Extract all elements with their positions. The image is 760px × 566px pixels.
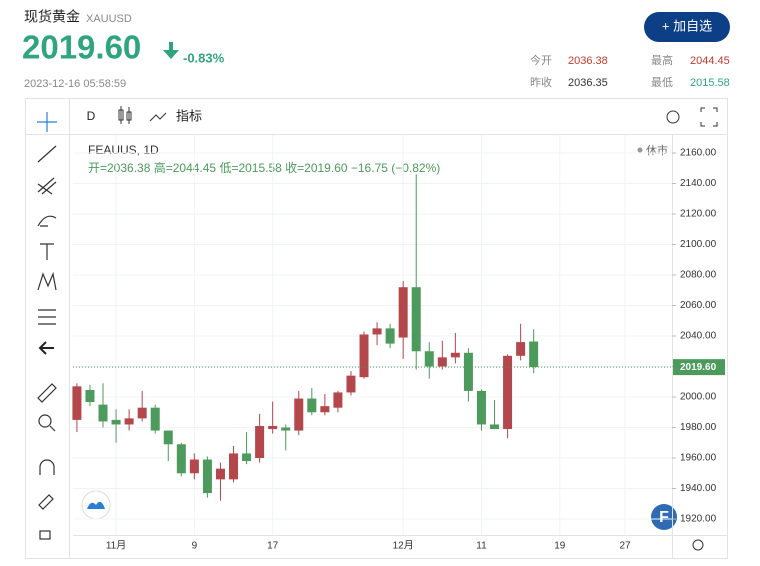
last-price-tag	[673, 359, 725, 376]
add-watchlist-label[interactable]: + 加自选	[662, 18, 712, 33]
price: 2019.60	[22, 29, 141, 66]
candle-body	[137, 407, 147, 419]
axis-settings[interactable]	[692, 539, 704, 551]
candle-body	[85, 389, 95, 403]
instrument-symbol: XAUUSD	[86, 13, 132, 25]
logo	[87, 501, 105, 509]
candle-body	[268, 425, 278, 430]
candle-body	[490, 424, 500, 430]
candle-body	[255, 425, 265, 459]
candle-body	[98, 404, 108, 422]
candle-body	[372, 328, 382, 335]
market-status: 休市	[646, 143, 668, 157]
drawing-tools[interactable]	[37, 112, 57, 540]
stat-value: 2036.38	[568, 55, 608, 67]
candle-body	[385, 328, 395, 344]
y-tick-label: 2000.00	[680, 392, 717, 403]
status-dot	[637, 147, 643, 153]
y-tick-label: 2040.00	[680, 331, 717, 342]
candle-body	[437, 357, 447, 367]
candle-body	[463, 352, 473, 391]
stat-value: 2044.45	[690, 55, 730, 67]
y-tick-label: 1960.00	[680, 453, 717, 464]
candle-body	[307, 398, 317, 413]
indicator-icon[interactable]	[149, 112, 167, 122]
candle-body	[359, 334, 369, 378]
candle-body	[476, 390, 486, 425]
candle-body	[242, 453, 252, 462]
last-price-label: 2019.60	[680, 362, 717, 373]
candle-body	[398, 287, 408, 338]
candle-body	[229, 453, 239, 480]
candle-body	[150, 407, 160, 431]
candle-body	[424, 351, 434, 367]
candle-body	[176, 444, 186, 474]
candle-body	[124, 418, 134, 425]
candle-body	[163, 430, 173, 445]
down-arrow	[163, 42, 179, 59]
y-tick-label: 2140.00	[680, 178, 717, 189]
y-tick-label: 2080.00	[680, 270, 717, 281]
y-tick-label: 2060.00	[680, 300, 717, 311]
candle-body	[320, 406, 330, 413]
candle-body	[516, 342, 526, 356]
x-tick-label: 12月	[393, 540, 414, 552]
stat-value: 2015.58	[690, 77, 730, 89]
x-tick-label: 17	[267, 541, 279, 552]
candle-body	[529, 341, 539, 368]
x-tick-label: 27	[619, 541, 631, 552]
plot: 1920.001940.001960.001980.002000.002020.…	[72, 135, 725, 552]
instrument-name: 现货黄金	[24, 9, 80, 25]
settings-icon[interactable]	[666, 110, 680, 124]
candle-body	[411, 287, 421, 352]
y-tick-label: 1920.00	[680, 514, 717, 525]
y-tick-label: 1940.00	[680, 483, 717, 494]
candle-icon[interactable]	[118, 106, 132, 124]
x-tick-label: 11月	[106, 540, 126, 552]
stat-label: 今开	[530, 53, 552, 67]
candle-body	[111, 419, 121, 425]
fullscreen-icon[interactable]	[700, 107, 718, 127]
stat-label: 昨收	[530, 75, 552, 89]
candle-body	[215, 468, 225, 480]
candle-body	[333, 392, 343, 408]
stat-label: 最高	[651, 53, 673, 67]
indicators[interactable]: 指标	[176, 108, 202, 123]
x-tick-label: 9	[192, 541, 198, 552]
x-tick-label: 19	[554, 541, 566, 552]
candle-body	[346, 375, 356, 393]
y-tick-label: 2160.00	[680, 148, 717, 159]
chart-frame	[25, 98, 728, 559]
stat-label: 最低	[651, 76, 673, 89]
chart-title: FEAUUS, 1D	[88, 143, 159, 157]
y-tick-label: 2120.00	[680, 209, 717, 220]
y-tick-label: 2100.00	[680, 239, 717, 250]
candle-body	[503, 355, 513, 430]
candle-body	[189, 459, 199, 474]
brand-letter: F	[659, 509, 669, 526]
x-tick-label: 11	[476, 541, 487, 552]
timestamp: 2023-12-16 05:58:59	[24, 78, 126, 90]
brand-badge	[651, 504, 677, 530]
change: -0.83%	[183, 50, 225, 65]
stat-value: 2036.35	[568, 77, 608, 89]
candle-body	[202, 459, 212, 494]
candle-body	[450, 352, 460, 358]
add-watchlist-button[interactable]	[644, 12, 730, 42]
ohlc-legend: 开=2036.38 高=2044.45 低=2015.58 收=2019.60 …	[88, 160, 440, 175]
interval[interactable]: D	[87, 109, 96, 123]
candle-body	[294, 398, 304, 431]
y-tick-label: 1980.00	[680, 422, 717, 433]
candle-body	[281, 427, 291, 431]
candle-body	[72, 386, 82, 420]
